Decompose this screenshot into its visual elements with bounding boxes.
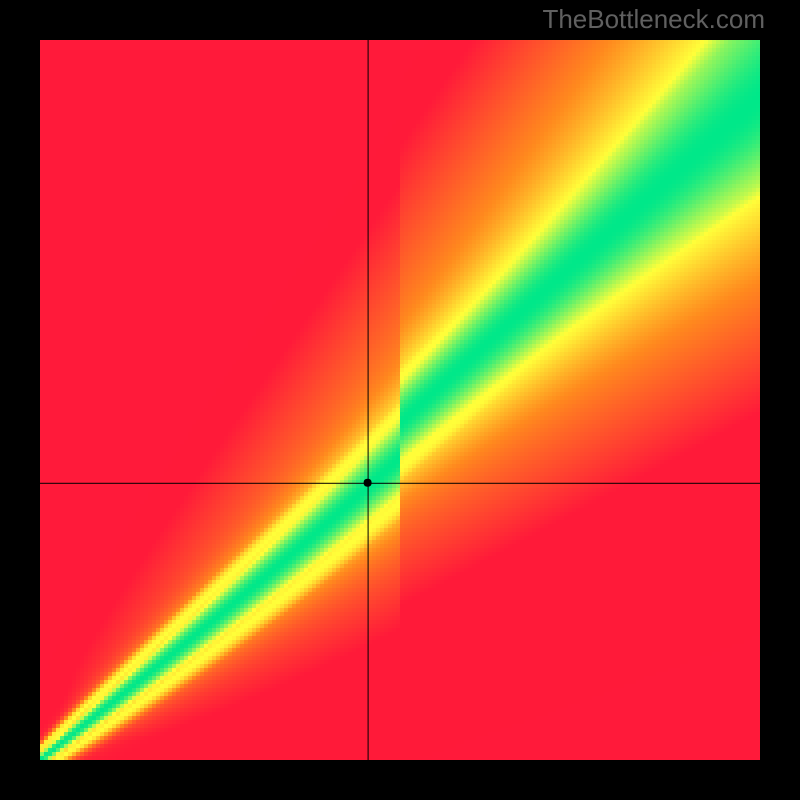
bottleneck-heatmap	[40, 40, 760, 760]
watermark-text: TheBottleneck.com	[542, 4, 765, 35]
chart-container: TheBottleneck.com	[0, 0, 800, 800]
